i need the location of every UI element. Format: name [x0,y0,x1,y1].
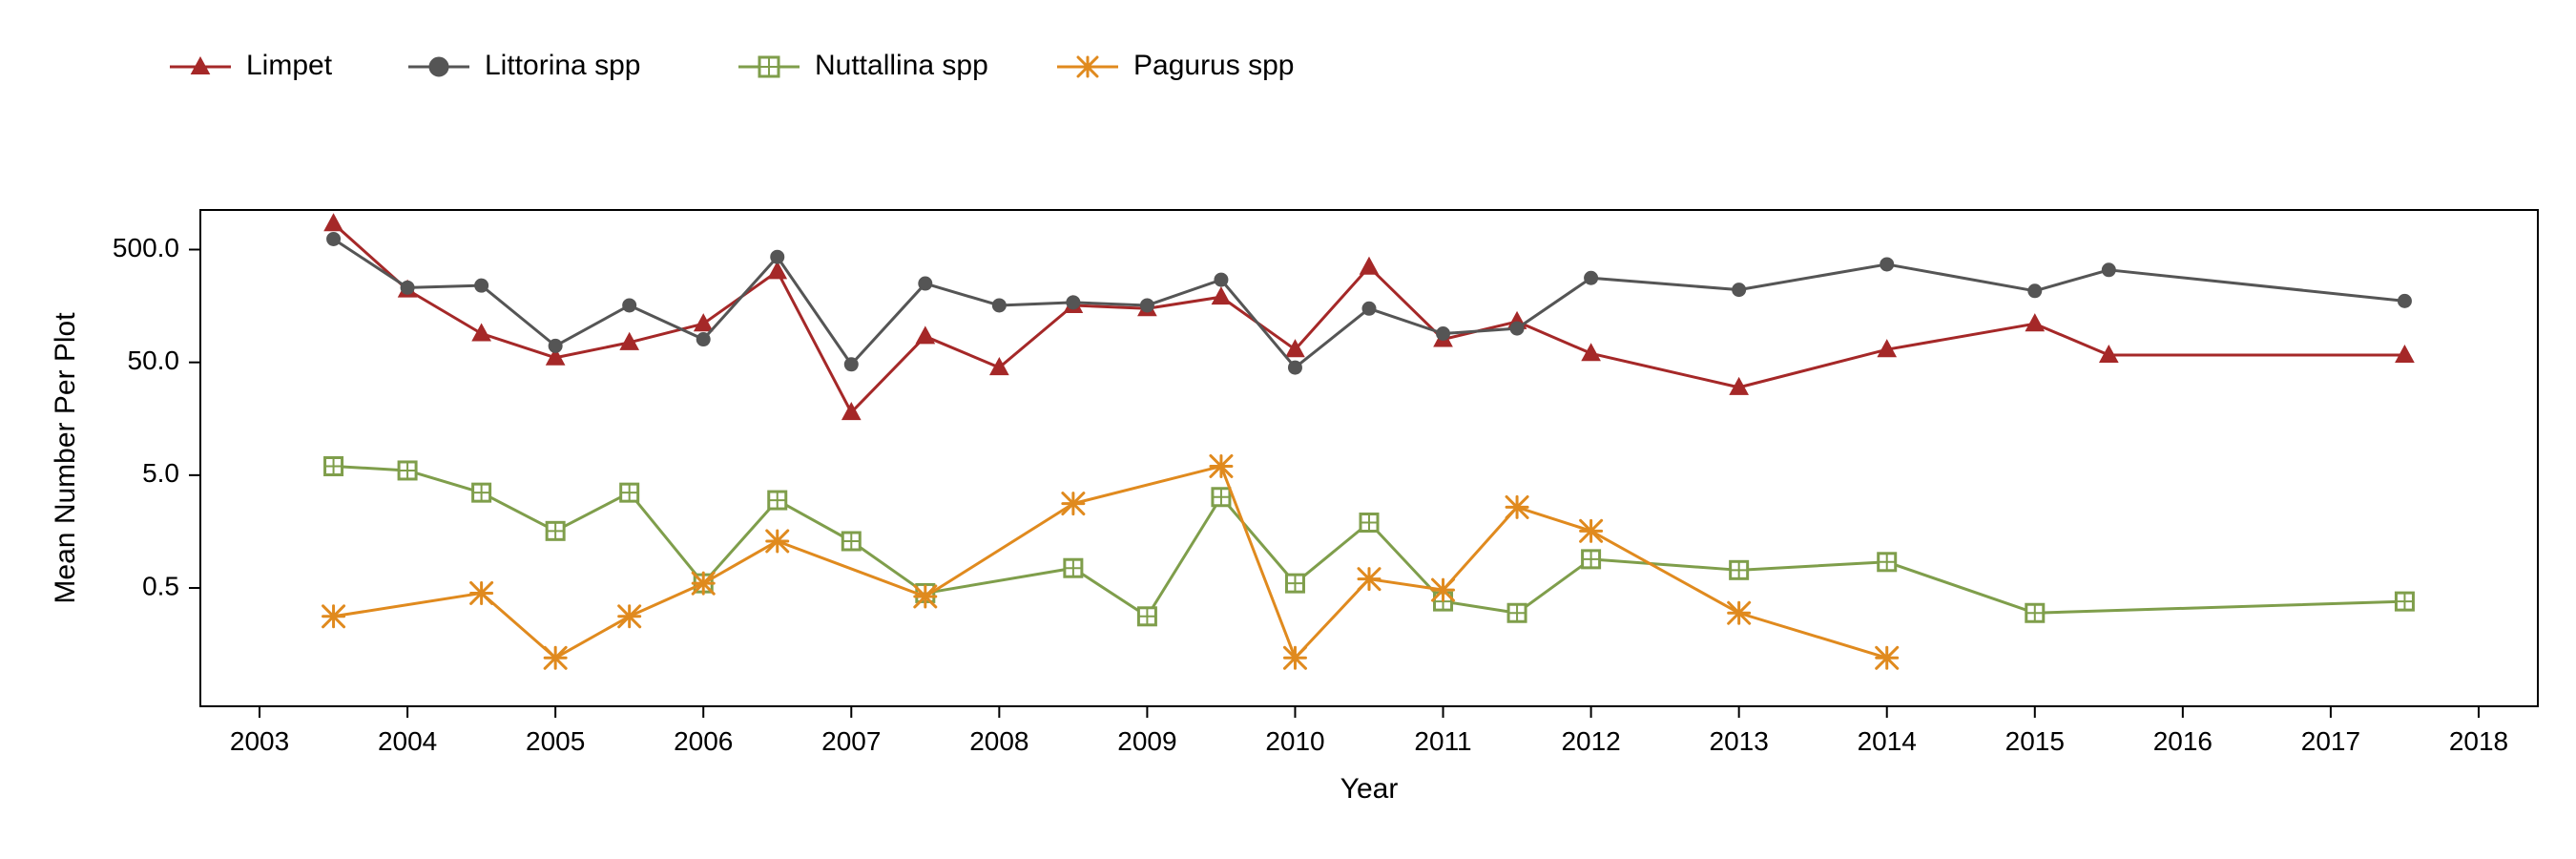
series-marker [1065,559,1082,576]
series-marker [842,533,860,550]
series-marker [327,232,341,245]
series-marker [471,582,492,603]
series-marker [401,281,414,294]
series-marker [473,484,490,501]
series-marker [1583,551,1600,568]
series-marker [1361,514,1378,532]
chart-svg: 2003 2004 2005 2006 2007 2008 2009 2010 2011 2012… [0,0,2576,859]
series-marker [769,492,786,509]
series-marker [992,299,1006,312]
x-tick-label: 2006 [674,726,733,756]
series-marker [1877,647,1898,668]
series-marker [844,358,858,371]
series-marker [1729,602,1750,623]
series-marker [399,462,416,479]
series-marker [1506,496,1527,517]
series-marker [621,484,638,501]
series-marker [1211,455,1232,476]
series-marker [767,531,788,552]
x-tick-label: 2011 [1414,726,1471,756]
series-marker [1138,608,1155,625]
series-marker [2026,604,2044,621]
x-tick-label: 2010 [1265,726,1324,756]
legend-label: Nuttallina spp [815,50,988,81]
x-tick-label: 2017 [2301,726,2360,756]
series-marker [2028,284,2042,298]
series-marker [2102,263,2115,277]
y-tick-label: 500.0 [113,233,179,262]
series-marker [2396,593,2413,610]
legend-label: Limpet [246,50,333,81]
series-marker [545,647,566,668]
series-marker [1433,579,1454,600]
series-marker [623,299,636,312]
series-marker [1880,258,1894,271]
y-tick-label: 5.0 [142,458,179,488]
series-marker [1581,520,1602,541]
y-tick-label: 50.0 [128,346,180,375]
series-marker [771,250,784,263]
legend-marker-icon [1078,57,1097,76]
series-marker [693,573,714,594]
x-tick-label: 2015 [2005,726,2065,756]
series-marker [1284,647,1305,668]
x-tick-label: 2016 [2153,726,2212,756]
x-tick-label: 2005 [526,726,585,756]
x-tick-label: 2009 [1117,726,1176,756]
x-tick-label: 2018 [2449,726,2508,756]
x-tick-label: 2013 [1710,726,1769,756]
x-tick-label: 2007 [821,726,881,756]
series-marker [1362,302,1376,315]
series-marker [1879,554,1896,571]
series-marker [475,279,488,292]
x-axis-label: Year [1340,773,1399,805]
y-axis-label: Mean Number Per Plot [50,312,81,604]
series-marker [619,606,640,627]
series-marker [325,457,343,474]
legend-marker-icon [429,57,448,76]
x-tick-label: 2004 [378,726,437,756]
x-tick-label: 2008 [969,726,1028,756]
series-marker [1733,283,1746,297]
chart-container: 2003 2004 2005 2006 2007 2008 2009 2010 2011 2012… [0,0,2576,859]
series-marker [1286,575,1303,592]
series-marker [1585,271,1598,284]
legend-label: Littorina spp [485,50,640,81]
series-marker [919,277,932,290]
series-marker [1063,493,1084,514]
series-marker [1359,569,1380,590]
series-marker [549,339,562,352]
series-marker [1731,561,1748,578]
legend-marker-icon [759,57,779,76]
series-marker [1140,299,1153,312]
series-marker [696,333,710,346]
series-marker [915,586,936,607]
x-tick-label: 2014 [1858,726,1917,756]
series-marker [547,522,564,539]
series-marker [1437,326,1450,340]
series-marker [1288,361,1301,374]
x-tick-label: 2003 [230,726,289,756]
y-tick-label: 0.5 [142,571,179,600]
series-marker [1215,273,1228,286]
series-marker [1508,604,1526,621]
series-marker [2398,294,2411,307]
x-tick-label: 2012 [1561,726,1620,756]
series-marker [323,606,344,627]
series-marker [1213,489,1230,506]
series-marker [1510,322,1524,335]
legend-label: Pagurus spp [1133,50,1294,81]
series-marker [1067,296,1080,309]
